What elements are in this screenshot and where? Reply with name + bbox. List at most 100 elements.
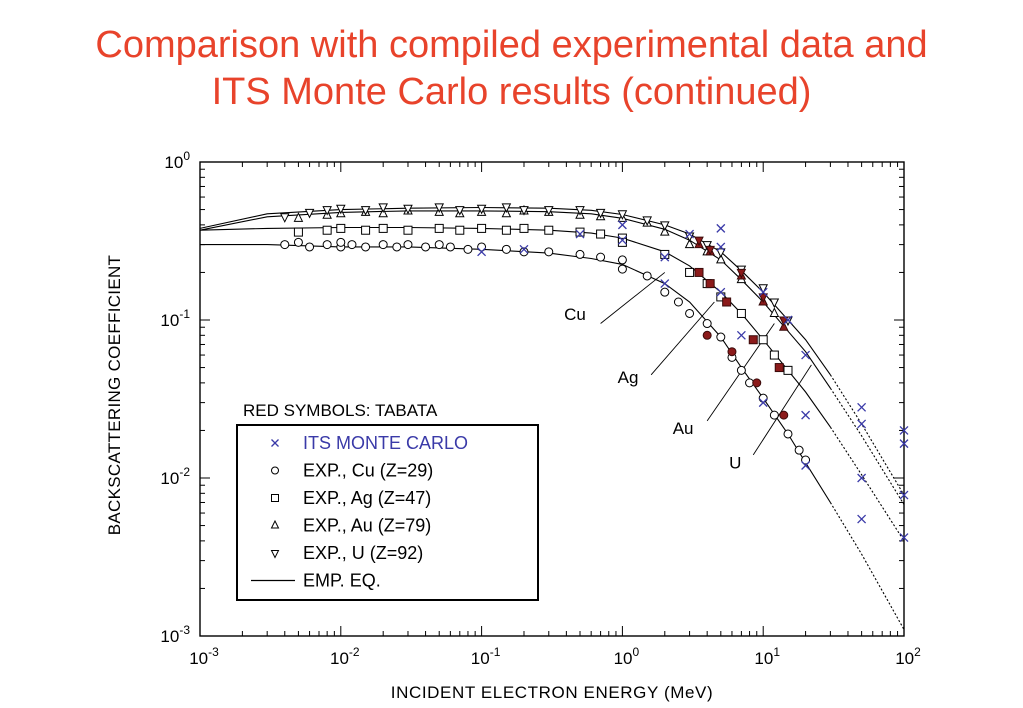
- y-tick-label-exponent: -1: [179, 307, 190, 321]
- exp-u-point: [617, 210, 628, 220]
- its-point-stroke: [857, 473, 867, 483]
- exp-ag-point: [685, 267, 695, 277]
- tabata-point: [705, 245, 715, 256]
- its-point-stroke: [477, 247, 487, 257]
- its-point: [736, 330, 746, 340]
- its-point-stroke: [519, 244, 529, 254]
- its-point-stroke: [758, 287, 768, 297]
- exp-cu-point: [794, 445, 804, 455]
- legend-marker-x-stroke: [271, 439, 279, 447]
- its-point: [857, 473, 867, 483]
- exp-ag-point: [455, 225, 465, 235]
- exp-u-point: [360, 206, 371, 216]
- exp-cu-point: [617, 264, 627, 274]
- its-point-stroke: [736, 330, 746, 340]
- legend-label: EXP., Ag (Z=47): [303, 488, 431, 508]
- legend: ITS MONTE CARLO EXP., Cu (Z=29) EXP., Ag (…: [236, 424, 539, 601]
- curve-label-u: U: [729, 453, 741, 472]
- its-point: [575, 229, 585, 239]
- exp-cu-point: [660, 287, 670, 297]
- exp-cu-point: [801, 455, 811, 465]
- exp-u-point: [575, 206, 585, 216]
- exp-cu-point: [293, 237, 303, 247]
- its-point: [716, 287, 726, 297]
- its-point-stroke: [801, 350, 811, 360]
- exp-ag-point: [769, 350, 779, 360]
- tabata-point: [722, 297, 732, 307]
- pointer-line: [752, 364, 812, 456]
- its-point: [857, 402, 867, 412]
- exp-cu-point: [673, 297, 683, 307]
- curve-label-cu: Cu: [564, 305, 586, 324]
- x-tick-label: 101: [754, 645, 780, 668]
- y-tick-label: 100: [164, 149, 190, 172]
- exp-cu-point: [501, 244, 511, 254]
- exp-cu-point: [421, 242, 431, 252]
- exp-u-point: [716, 248, 726, 258]
- legend-marker-x: [271, 439, 279, 447]
- exp-cu-point: [617, 255, 627, 265]
- exp-u-point: [279, 213, 290, 223]
- x-tick-label: 102: [895, 645, 921, 668]
- its-point-stroke: [857, 402, 867, 412]
- legend-marker-triangle-up: [270, 519, 280, 529]
- its-point: [857, 419, 867, 429]
- its-point-stroke: [716, 242, 726, 252]
- tabata-point: [748, 335, 758, 345]
- plot-frame: [199, 161, 905, 637]
- its-point: [899, 439, 909, 449]
- exp-u-point: [543, 206, 554, 216]
- y-tick-label-base: 10: [160, 627, 179, 646]
- its-point: [801, 350, 811, 360]
- exp-ag-point: [361, 225, 371, 235]
- its-point: [899, 425, 909, 435]
- its-point: [660, 279, 670, 289]
- legend-marker-circle: [271, 466, 279, 475]
- exp-cu-point: [736, 365, 746, 375]
- exp-u-point: [335, 204, 346, 215]
- exp-u-point: [758, 284, 769, 294]
- exp-u-point: [702, 241, 712, 251]
- its-point-stroke: [617, 220, 627, 230]
- its-point-stroke: [716, 287, 726, 297]
- exp-ag-point: [293, 227, 303, 237]
- curve-label-ag: Ag: [618, 368, 639, 387]
- y-tick-label-base: 10: [164, 153, 183, 172]
- exp-cu-point: [716, 332, 726, 342]
- y-tick-label-exponent: 0: [183, 149, 190, 163]
- exp-ag-point: [660, 249, 670, 259]
- its-point-stroke: [575, 229, 585, 239]
- slide-title: Comparison with compiled experimental da…: [0, 22, 1023, 116]
- x-tick-label-exponent: -1: [490, 645, 501, 659]
- tabata-point: [694, 267, 704, 277]
- points-layer: [279, 203, 909, 542]
- its-point: [685, 229, 695, 239]
- its-point-stroke: [660, 252, 670, 262]
- x-tick-label-exponent: -3: [208, 645, 219, 659]
- legend-marker-square: [271, 494, 279, 502]
- exp-cu-point: [434, 240, 444, 250]
- exp-au-point: [659, 225, 670, 236]
- legend-label: EMP. EQ.: [303, 571, 381, 591]
- its-point-stroke: [716, 223, 726, 233]
- curve-u: [199, 206, 831, 376]
- x-tick-label-exponent: 1: [773, 645, 780, 659]
- exp-ag-point: [758, 335, 768, 345]
- its-point-stroke: [801, 410, 811, 420]
- exp-cu-point: [642, 271, 652, 281]
- its-point-stroke: [899, 490, 909, 500]
- y-tick-label-exponent: -3: [179, 623, 190, 637]
- x-tick-label: 10-3: [189, 645, 219, 668]
- x-tick-label: 10-1: [471, 645, 501, 668]
- its-point-stroke: [617, 235, 627, 245]
- exp-cu-point: [575, 249, 585, 259]
- its-point-stroke: [857, 419, 867, 429]
- y-tick-label: 10-1: [160, 307, 190, 330]
- pointer-line: [650, 301, 715, 376]
- slide-title-line-1: Comparison with compiled experimental da…: [95, 24, 928, 66]
- exp-cu-point: [347, 240, 357, 250]
- its-point: [783, 315, 793, 325]
- its-point: [801, 461, 811, 470]
- legend-label: EXP., U (Z=92): [303, 543, 423, 563]
